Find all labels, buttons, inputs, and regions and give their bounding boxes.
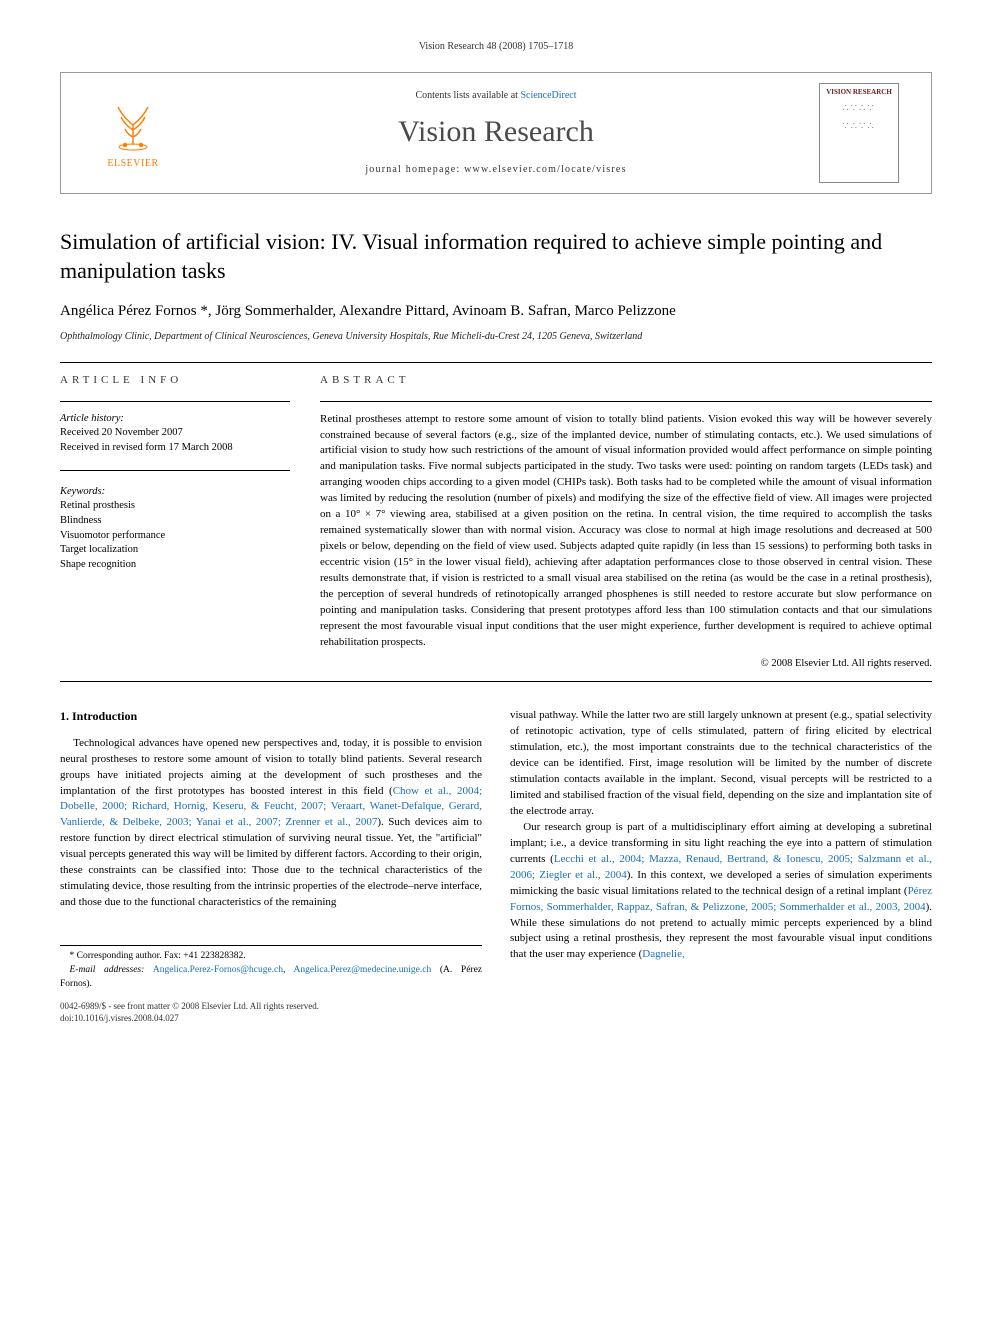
abstract-copyright: © 2008 Elsevier Ltd. All rights reserved…	[320, 657, 932, 672]
email-link[interactable]: Angelica.Perez-Fornos@hcuge.ch	[153, 965, 283, 975]
publisher-name: ELSEVIER	[107, 157, 158, 171]
keywords-heading: Keywords:	[60, 485, 290, 500]
keyword-item: Blindness	[60, 514, 290, 529]
email-sep: ,	[283, 965, 294, 975]
masthead: ELSEVIER Contents lists available at Sci…	[60, 72, 932, 194]
citation-link[interactable]: Dagnelie,	[642, 948, 684, 960]
contents-prefix: Contents lists available at	[415, 90, 520, 101]
corresponding-author-note: * Corresponding author. Fax: +41 2238283…	[60, 950, 482, 964]
footer-left: 0042-6989/$ - see front matter © 2008 El…	[60, 1001, 319, 1024]
cover-thumbnail-block: VISION RESEARCH ∴∵∴∵ ∵∴∵∴	[799, 83, 919, 183]
footnotes-block: * Corresponding author. Fax: +41 2238283…	[60, 945, 482, 991]
revised-date: Received in revised form 17 March 2008	[60, 441, 290, 456]
history-heading: Article history:	[60, 412, 290, 427]
article-title: Simulation of artificial vision: IV. Vis…	[60, 228, 932, 285]
divider	[320, 401, 932, 402]
cover-thumb-title: VISION RESEARCH	[826, 88, 892, 98]
body-paragraph: Technological advances have opened new p…	[60, 736, 482, 911]
publisher-logo-block: ELSEVIER	[73, 95, 193, 171]
issn-line: 0042-6989/$ - see front matter © 2008 El…	[60, 1001, 319, 1013]
body-text: ). Such devices aim to restore function …	[60, 816, 482, 908]
journal-homepage-line: journal homepage: www.elsevier.com/locat…	[203, 163, 789, 177]
keyword-item: Shape recognition	[60, 558, 290, 573]
sciencedirect-link[interactable]: ScienceDirect	[520, 90, 576, 101]
section-heading: 1. Introduction	[60, 708, 482, 725]
cover-thumb-graphic: ∵∴∵∴	[842, 120, 875, 134]
email-label: E-mail addresses:	[70, 965, 153, 975]
running-header: Vision Research 48 (2008) 1705–1718	[60, 40, 932, 54]
keyword-item: Retinal prosthesis	[60, 499, 290, 514]
body-paragraph: visual pathway. While the latter two are…	[510, 708, 932, 820]
homepage-prefix: journal homepage:	[365, 164, 464, 175]
abstract-block: ABSTRACT Retinal prostheses attempt to r…	[320, 373, 932, 671]
article-info-label: ARTICLE INFO	[60, 373, 290, 388]
doi-line: doi:10.1016/j.visres.2008.04.027	[60, 1013, 319, 1025]
cover-thumb-graphic: ∴∵∴∵	[842, 102, 875, 116]
journal-cover-thumb: VISION RESEARCH ∴∵∴∵ ∵∴∵∴	[819, 83, 899, 183]
body-paragraph: Our research group is part of a multidis…	[510, 820, 932, 963]
homepage-url[interactable]: www.elsevier.com/locate/visres	[464, 164, 627, 175]
email-link[interactable]: Angelica.Perez@medecine.unige.ch	[294, 965, 432, 975]
body-column-right: visual pathway. While the latter two are…	[510, 708, 932, 991]
divider	[60, 681, 932, 682]
divider	[60, 470, 290, 471]
received-date: Received 20 November 2007	[60, 426, 290, 441]
keyword-item: Target localization	[60, 543, 290, 558]
info-abstract-grid: ARTICLE INFO Article history: Received 2…	[60, 373, 932, 671]
abstract-label: ABSTRACT	[320, 373, 932, 388]
journal-title: Vision Research	[203, 111, 789, 153]
abstract-text: Retinal prostheses attempt to restore so…	[320, 412, 932, 651]
body-two-column: 1. Introduction Technological advances h…	[60, 708, 932, 991]
article-info-block: ARTICLE INFO Article history: Received 2…	[60, 373, 290, 671]
elsevier-tree-icon	[103, 95, 163, 155]
divider	[60, 362, 932, 363]
divider	[60, 401, 290, 402]
email-line: E-mail addresses: Angelica.Perez-Fornos@…	[60, 964, 482, 992]
contents-available-line: Contents lists available at ScienceDirec…	[203, 89, 789, 103]
affiliation: Ophthalmology Clinic, Department of Clin…	[60, 330, 932, 344]
author-list: Angélica Pérez Fornos *, Jörg Sommerhald…	[60, 301, 932, 322]
page-footer: 0042-6989/$ - see front matter © 2008 El…	[60, 1001, 932, 1024]
masthead-center: Contents lists available at ScienceDirec…	[203, 89, 789, 177]
body-column-left: 1. Introduction Technological advances h…	[60, 708, 482, 991]
keyword-item: Visuomotor performance	[60, 529, 290, 544]
